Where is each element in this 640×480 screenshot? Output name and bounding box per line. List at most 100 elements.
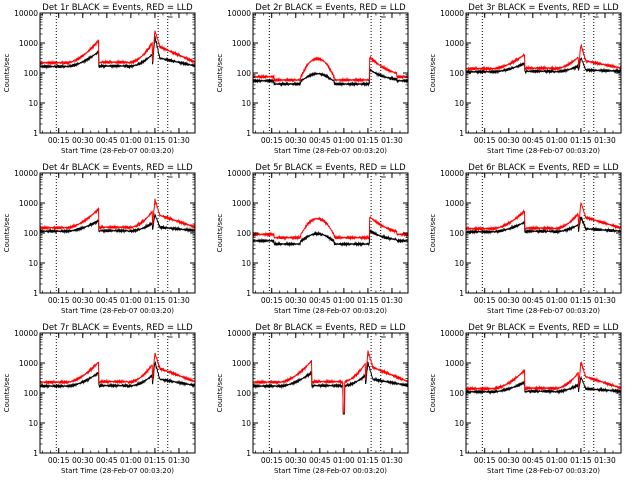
plot-frame bbox=[39, 12, 196, 134]
x-tick-label: 00:30 bbox=[285, 136, 307, 145]
y-tick-label: 10 bbox=[241, 259, 251, 268]
y-axis-label: Counts/sec bbox=[216, 214, 224, 253]
lld-series-line bbox=[465, 361, 622, 392]
y-tick-label: 100 bbox=[24, 69, 39, 78]
plot-frame bbox=[465, 12, 622, 134]
y-tick-label: 1000 bbox=[19, 199, 38, 208]
y-tick-label: 10000 bbox=[440, 169, 464, 178]
y-tick-label: 1000 bbox=[232, 199, 251, 208]
x-tick-label: 00:45 bbox=[96, 136, 118, 145]
events-series-line bbox=[39, 35, 195, 70]
x-tick-label: 01:00 bbox=[333, 456, 355, 465]
y-tick-label: 1 bbox=[459, 129, 464, 138]
y-tick-label: 10000 bbox=[14, 329, 38, 338]
events-series-line bbox=[465, 375, 622, 395]
y-tick-label: 10000 bbox=[227, 169, 251, 178]
x-tick-label: 01:15 bbox=[144, 456, 166, 465]
y-tick-label: 100 bbox=[237, 229, 252, 238]
y-tick-label: 100 bbox=[237, 69, 252, 78]
x-tick-label: 00:30 bbox=[72, 136, 94, 145]
panel-title: Det 6r BLACK = Events, RED = LLD bbox=[468, 163, 619, 173]
x-tick-label: 00:15 bbox=[48, 456, 70, 465]
y-tick-label: 100 bbox=[450, 69, 465, 78]
y-axis-label: Counts/sec bbox=[3, 214, 11, 253]
y-axis-label: Counts/sec bbox=[216, 54, 224, 93]
x-tick-label: 01:15 bbox=[357, 456, 379, 465]
lld-series-line bbox=[39, 30, 196, 66]
events-series-line bbox=[465, 216, 622, 235]
x-tick-label: 01:30 bbox=[168, 456, 190, 465]
detector-panel: Det 4r BLACK = Events, RED = LLD 1 10 100 10… bbox=[3, 163, 196, 315]
y-tick-label: 1 bbox=[246, 289, 251, 298]
plot-frame bbox=[252, 172, 409, 294]
detector-panel: Det 3r BLACK = Events, RED = LLD 1 10 100 10… bbox=[429, 3, 622, 155]
y-tick-label: 10000 bbox=[14, 9, 38, 18]
x-tick-label: 01:30 bbox=[381, 456, 403, 465]
detector-panel: Det 9r BLACK = Events, RED = LLD 1 10 100 10… bbox=[429, 323, 622, 475]
y-tick-label: 1 bbox=[33, 129, 38, 138]
x-tick-label: 01:15 bbox=[570, 456, 592, 465]
x-tick-label: 00:15 bbox=[474, 296, 496, 305]
detector-panel: Det 1r BLACK = Events, RED = LLD 1 10 100 10… bbox=[3, 3, 196, 155]
y-tick-label: 1 bbox=[459, 289, 464, 298]
panel-title: Det 1r BLACK = Events, RED = LLD bbox=[42, 3, 193, 13]
events-series-line bbox=[39, 212, 195, 235]
x-tick-label: 01:15 bbox=[144, 296, 166, 305]
y-tick-label: 10000 bbox=[227, 9, 251, 18]
lld-series-line bbox=[252, 350, 408, 414]
y-tick-label: 1000 bbox=[445, 199, 464, 208]
x-axis-label: Start Time (28-Feb-07 00:03:20) bbox=[61, 467, 174, 475]
x-tick-label: 00:15 bbox=[474, 136, 496, 145]
y-axis-label: Counts/sec bbox=[429, 214, 437, 253]
x-axis-label: Start Time (28-Feb-07 00:03:20) bbox=[274, 467, 387, 475]
x-tick-label: 01:15 bbox=[357, 136, 379, 145]
y-tick-label: 10 bbox=[241, 99, 251, 108]
x-tick-label: 00:45 bbox=[96, 456, 118, 465]
x-axis-label: Start Time (28-Feb-07 00:03:20) bbox=[61, 307, 174, 315]
y-tick-label: 1000 bbox=[232, 359, 251, 368]
y-axis-label: Counts/sec bbox=[429, 54, 437, 93]
y-tick-label: 10 bbox=[454, 99, 464, 108]
x-tick-label: 00:30 bbox=[72, 296, 94, 305]
x-axis-label: Start Time (28-Feb-07 00:03:20) bbox=[487, 467, 600, 475]
y-axis-label: Counts/sec bbox=[3, 374, 11, 413]
x-axis-label: Start Time (28-Feb-07 00:03:20) bbox=[274, 147, 387, 155]
panel-title: Det 5r BLACK = Events, RED = LLD bbox=[255, 163, 406, 173]
x-tick-label: 01:00 bbox=[333, 136, 355, 145]
x-tick-label: 00:30 bbox=[285, 456, 307, 465]
y-tick-label: 1 bbox=[459, 449, 464, 458]
plot-frame bbox=[39, 172, 196, 294]
x-tick-label: 01:00 bbox=[120, 456, 142, 465]
detector-panel: Det 5r BLACK = Events, RED = LLD 1 10 100 10… bbox=[216, 163, 409, 315]
x-tick-label: 00:15 bbox=[261, 296, 283, 305]
y-tick-label: 10000 bbox=[440, 9, 464, 18]
events-series-line bbox=[252, 361, 409, 415]
x-tick-label: 00:15 bbox=[48, 136, 70, 145]
y-axis-label: Counts/sec bbox=[216, 374, 224, 413]
y-tick-label: 100 bbox=[450, 229, 465, 238]
x-tick-label: 00:45 bbox=[522, 456, 544, 465]
y-tick-label: 100 bbox=[450, 389, 465, 398]
x-tick-label: 01:15 bbox=[570, 296, 592, 305]
x-axis-label: Start Time (28-Feb-07 00:03:20) bbox=[487, 307, 600, 315]
y-tick-label: 1000 bbox=[445, 39, 464, 48]
x-tick-label: 00:45 bbox=[309, 456, 331, 465]
x-tick-label: 00:45 bbox=[96, 296, 118, 305]
detector-panel: Det 6r BLACK = Events, RED = LLD 1 10 100 10… bbox=[429, 163, 622, 315]
plot-frame bbox=[252, 12, 409, 134]
events-series-line bbox=[39, 360, 196, 389]
panel-title: Det 2r BLACK = Events, RED = LLD bbox=[255, 3, 406, 13]
panel-title: Det 4r BLACK = Events, RED = LLD bbox=[42, 163, 193, 173]
events-series-line bbox=[465, 57, 622, 75]
y-tick-label: 10000 bbox=[440, 329, 464, 338]
x-tick-label: 01:00 bbox=[120, 296, 142, 305]
y-tick-label: 10 bbox=[28, 99, 38, 108]
lld-series-line bbox=[39, 352, 196, 386]
x-tick-label: 00:30 bbox=[72, 456, 94, 465]
detector-panel: Det 2r BLACK = Events, RED = LLD 1 10 100 10… bbox=[216, 3, 409, 155]
x-tick-label: 01:30 bbox=[594, 136, 616, 145]
y-tick-label: 1000 bbox=[19, 39, 38, 48]
x-tick-label: 00:15 bbox=[48, 296, 70, 305]
x-tick-label: 00:30 bbox=[498, 136, 520, 145]
